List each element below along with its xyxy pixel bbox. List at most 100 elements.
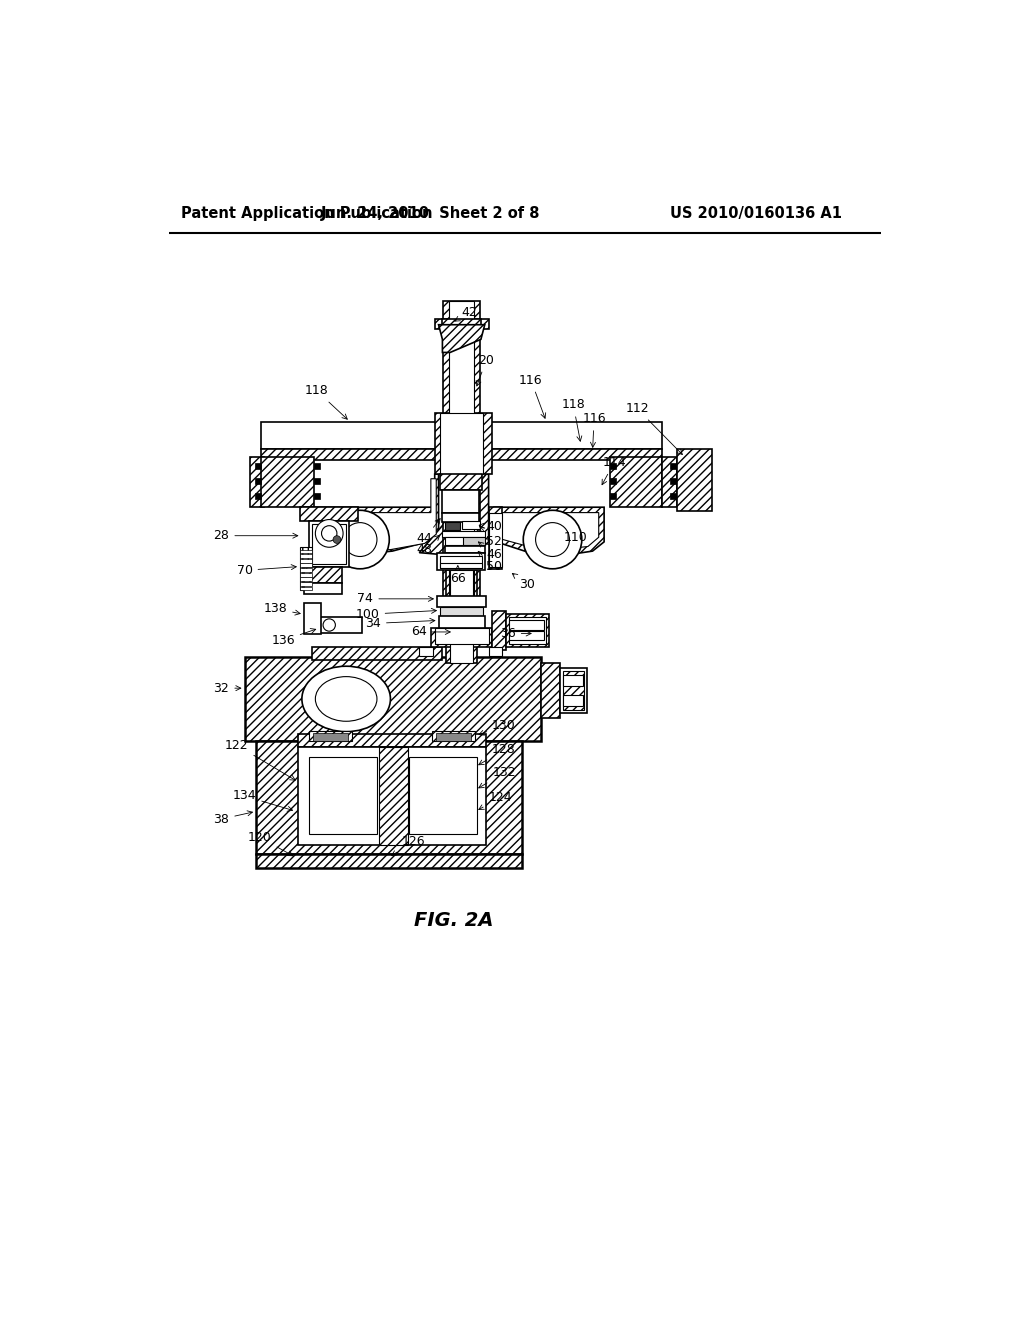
Bar (440, 412, 483, 474)
Text: 118: 118 (305, 384, 347, 420)
Bar (304, 568, 342, 582)
Bar (462, 521, 480, 529)
Polygon shape (494, 507, 604, 556)
Bar (541, 663, 560, 718)
Polygon shape (419, 474, 488, 554)
Text: 70: 70 (237, 564, 296, 577)
Bar (463, 537, 484, 545)
Bar (300, 558, 312, 562)
Ellipse shape (302, 667, 390, 731)
Bar (444, 537, 464, 545)
Bar (563, 696, 583, 706)
Text: 122: 122 (225, 739, 295, 780)
Bar (563, 675, 583, 686)
Bar (311, 647, 442, 660)
Bar (436, 733, 471, 741)
Text: Patent Application Publication: Patent Application Publication (180, 206, 432, 222)
Text: US 2010/0160136 A1: US 2010/0160136 A1 (670, 206, 842, 222)
Text: 40: 40 (479, 520, 502, 533)
Circle shape (331, 511, 389, 569)
Text: Jun. 24, 2010  Sheet 2 of 8: Jun. 24, 2010 Sheet 2 of 8 (322, 206, 541, 222)
Bar (309, 730, 351, 742)
Bar (446, 570, 477, 663)
Bar (300, 586, 312, 590)
Bar (300, 549, 312, 553)
Text: 128: 128 (478, 743, 516, 764)
Bar (431, 628, 493, 647)
Bar (432, 730, 475, 742)
Circle shape (333, 536, 341, 544)
Bar (444, 545, 484, 553)
Text: 100: 100 (355, 607, 436, 620)
Bar (300, 573, 312, 577)
Bar (250, 457, 264, 507)
Bar (313, 478, 319, 484)
Bar (442, 318, 481, 325)
Bar (438, 615, 484, 628)
Bar (435, 412, 493, 474)
Text: 30: 30 (512, 573, 536, 591)
Text: 132: 132 (478, 767, 516, 788)
Bar (440, 474, 481, 490)
Bar (609, 463, 615, 470)
Bar (475, 318, 488, 330)
Text: 114: 114 (602, 455, 626, 484)
Bar (560, 668, 587, 713)
Bar (245, 657, 541, 741)
Bar (435, 318, 449, 330)
Bar (300, 507, 357, 521)
Bar (298, 734, 485, 747)
Circle shape (315, 520, 343, 548)
Circle shape (343, 523, 377, 557)
Bar (410, 758, 477, 834)
Bar (309, 758, 377, 834)
Bar (300, 564, 312, 568)
Text: 38: 38 (213, 810, 253, 825)
Bar (304, 603, 321, 635)
Polygon shape (322, 479, 436, 552)
Polygon shape (499, 512, 599, 549)
Circle shape (523, 511, 582, 569)
Bar (609, 492, 615, 499)
Bar (473, 422, 662, 449)
Bar (261, 457, 313, 507)
Bar (300, 577, 312, 581)
Text: 124: 124 (479, 791, 512, 809)
Text: 126: 126 (391, 834, 426, 855)
Bar (443, 301, 480, 609)
Bar (509, 631, 544, 640)
Bar (255, 492, 261, 499)
Text: 134: 134 (232, 789, 293, 812)
Bar (670, 492, 676, 499)
Text: FIG. 2A: FIG. 2A (415, 911, 494, 931)
Bar (442, 531, 484, 537)
Bar (609, 457, 662, 507)
Text: 36: 36 (500, 627, 531, 640)
Bar (300, 568, 312, 572)
Bar (313, 492, 319, 499)
Bar (261, 449, 451, 461)
Text: 52: 52 (479, 527, 502, 548)
Circle shape (536, 523, 569, 557)
Bar (419, 647, 433, 656)
Text: 110: 110 (564, 531, 588, 544)
Text: 118: 118 (561, 399, 585, 441)
Text: 112: 112 (626, 403, 682, 454)
Text: 32: 32 (214, 681, 241, 694)
Bar (440, 556, 481, 568)
Text: 28: 28 (213, 529, 298, 543)
Bar (300, 582, 312, 586)
Text: 42: 42 (455, 306, 477, 321)
Bar (509, 618, 546, 644)
Bar (440, 562, 481, 568)
Bar (506, 614, 549, 647)
Bar (442, 490, 479, 512)
Bar (440, 607, 483, 615)
Bar (488, 507, 503, 569)
Bar (437, 553, 484, 570)
Bar (509, 620, 544, 630)
Bar (563, 671, 584, 710)
Bar (312, 524, 346, 564)
Bar (255, 478, 261, 484)
Polygon shape (313, 474, 438, 554)
